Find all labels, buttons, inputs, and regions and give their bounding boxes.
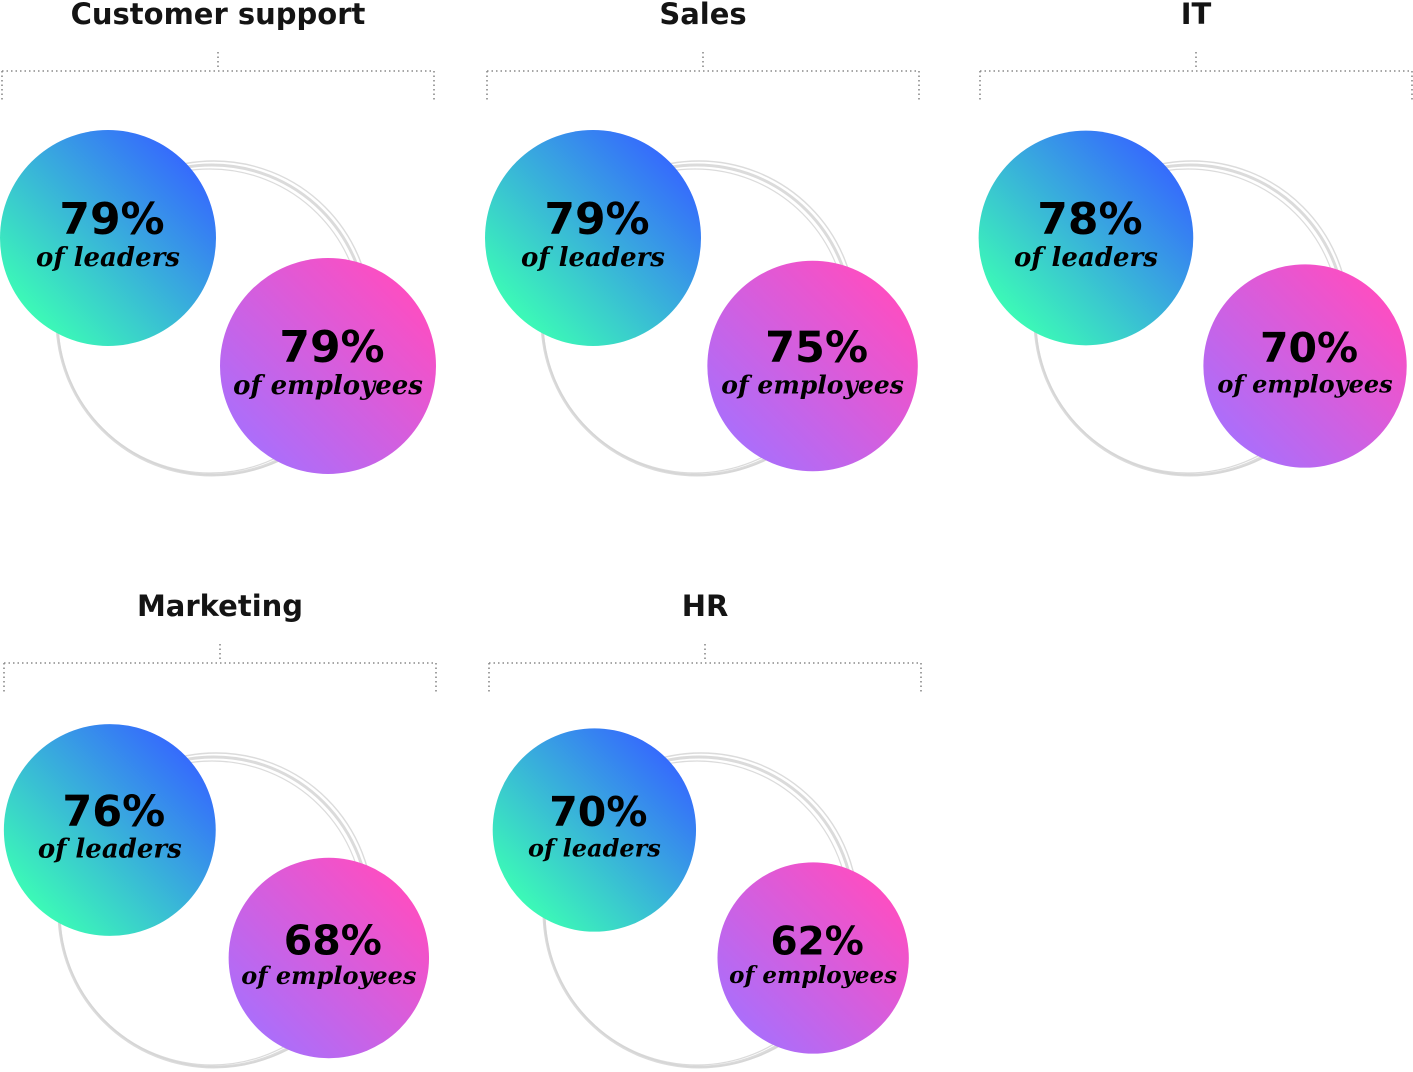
employees-circle xyxy=(717,862,909,1054)
leaders-value-label: 76% xyxy=(62,787,165,837)
venn-diagram: 79%of leaders 75%of employees xyxy=(485,130,918,477)
department-title: Sales xyxy=(659,0,747,31)
employees-series-label: of employees xyxy=(721,370,904,399)
leaders-circle xyxy=(978,130,1194,346)
employees-value-label: 75% xyxy=(765,323,868,373)
leaders-series-label: of leaders xyxy=(1014,243,1158,273)
title-bracket xyxy=(488,644,922,692)
employees-value-label: 70% xyxy=(1260,324,1358,372)
chart-group: Customer support 79% of leaders 79% of empl… xyxy=(0,0,436,480)
leaders-circle xyxy=(3,724,216,936)
employees-value-label: 62% xyxy=(770,919,863,964)
title-bracket xyxy=(486,52,920,100)
employees-value-label: 68% xyxy=(284,916,382,964)
employees-circle xyxy=(1203,264,1407,468)
leaders-value-label: 78% xyxy=(1037,194,1142,245)
department-title: HR xyxy=(681,589,729,623)
leaders-circle xyxy=(492,728,697,932)
leaders-circle xyxy=(485,130,701,346)
chart-group: Sales 79% of leaders 75% of employees xyxy=(485,0,921,480)
leaders-series-label: of leaders xyxy=(36,243,180,273)
employees-series-label: of employees xyxy=(1217,369,1393,398)
title-bracket xyxy=(979,52,1413,100)
leaders-series-label: of leaders xyxy=(38,834,182,864)
leaders-value-label: 79% xyxy=(544,194,649,245)
department-title: Customer support xyxy=(70,0,366,31)
leaders-value-label: 70% xyxy=(549,788,647,836)
title-bracket xyxy=(1,52,435,100)
employees-circle xyxy=(707,260,918,472)
employees-circle xyxy=(220,258,436,474)
chart-group: Marketing 76% of leaders 68% of employees xyxy=(2,589,438,1072)
chart-group: IT 78% of leaders 70% of employees xyxy=(978,0,1413,480)
venn-diagram: 78%of leaders 70%of employees xyxy=(978,130,1407,477)
leaders-value-label: 79% xyxy=(59,194,164,245)
department-title: IT xyxy=(1180,0,1212,31)
chart-group: HR 70% of leaders 62% of employees xyxy=(487,589,923,1072)
leaders-series-label: of leaders xyxy=(521,243,665,273)
leaders-series-label: of leaders xyxy=(528,833,661,862)
department-title: Marketing xyxy=(136,589,304,623)
venn-diagram: 76%of leaders 68%of employees xyxy=(3,724,430,1069)
leaders-circle xyxy=(0,130,216,346)
employees-circle xyxy=(228,857,430,1059)
employees-value-label: 79% xyxy=(279,322,384,373)
venn-diagram: 70%of leaders 62%of employees xyxy=(492,728,909,1069)
employees-series-label: of employees xyxy=(241,961,417,990)
employees-series-label: of employees xyxy=(233,371,423,401)
employees-series-label: of employees xyxy=(729,962,897,989)
title-bracket xyxy=(3,644,437,692)
